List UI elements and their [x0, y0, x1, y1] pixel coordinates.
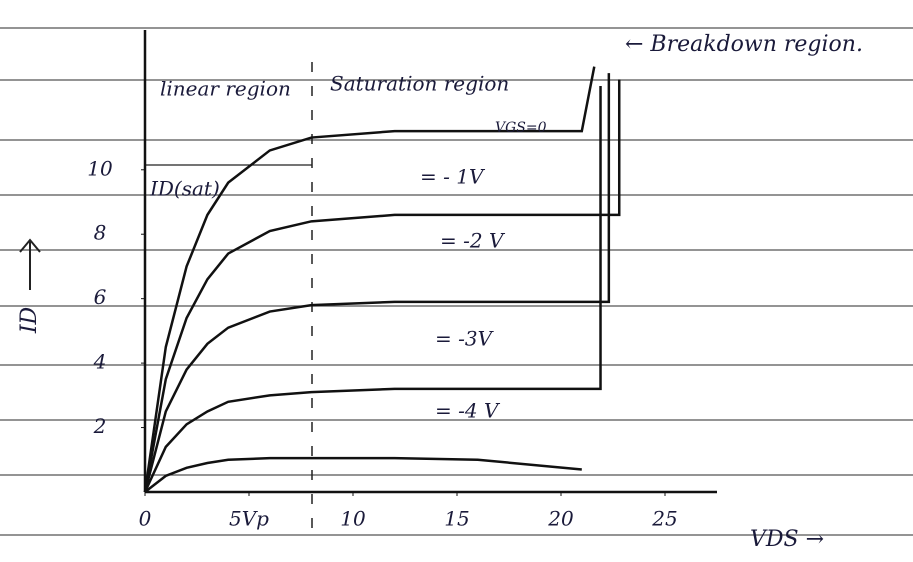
curve: [145, 86, 601, 492]
x-tick-label: 20: [547, 507, 574, 531]
y-tick-label: 4: [93, 350, 107, 374]
curve-label: = -4 V: [435, 399, 501, 423]
curve: [145, 80, 619, 492]
curve-label: VGS=0: [495, 120, 547, 136]
annotation: ID(sat): [149, 177, 220, 201]
y-axis-label: ID: [17, 306, 42, 334]
curve-label: = -2 V: [440, 229, 506, 253]
x-tick-label: 15: [444, 507, 469, 531]
y-tick-label: 10: [87, 156, 113, 180]
x-tick-label: 10: [340, 507, 366, 531]
x-axis-label: VDS →: [750, 527, 824, 552]
chart: linear region Saturation region ID(sat) …: [0, 0, 913, 562]
x-tick-label: 25: [651, 507, 677, 531]
curve-label: = - 1V: [420, 165, 486, 189]
annotation: Saturation region: [330, 72, 509, 96]
y-tick-label: 8: [94, 221, 107, 245]
y-tick-label: 2: [93, 414, 107, 438]
x-tick-label: 0: [139, 507, 152, 531]
annotation: ← Breakdown region.: [625, 32, 863, 57]
annotation: linear region: [160, 77, 291, 101]
x-tick-label: 5Vp: [229, 507, 269, 531]
curve-label: = -3V: [435, 327, 495, 351]
y-tick-label: 6: [94, 285, 107, 309]
